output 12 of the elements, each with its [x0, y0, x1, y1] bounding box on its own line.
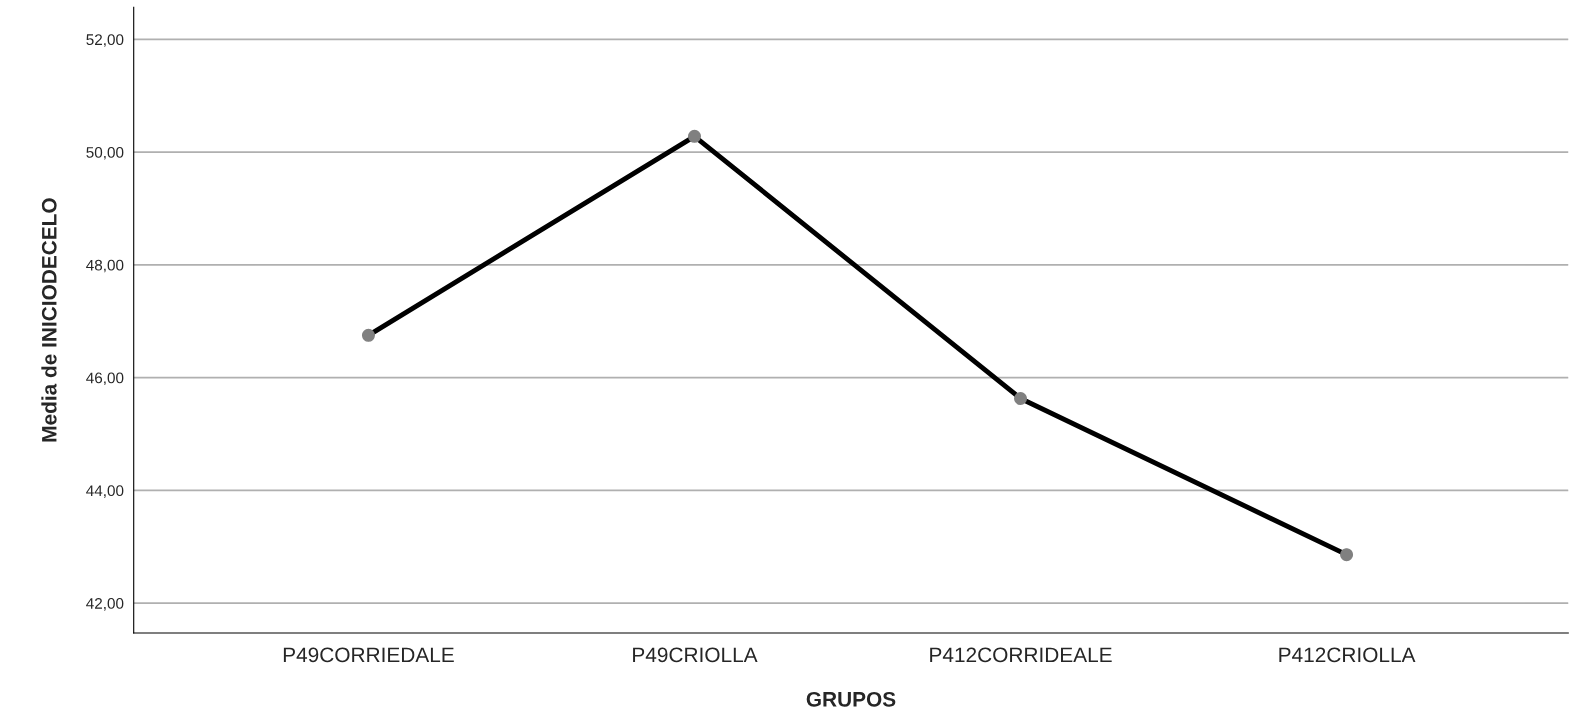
y-tick-label: 50,00	[86, 146, 124, 160]
y-tick-label: 44,00	[86, 485, 124, 498]
x-tick-label: P412CRIOLLA	[1279, 647, 1416, 663]
y-tick-label: 46,00	[86, 372, 124, 386]
x-tick-label: P49CRIOLLA	[633, 647, 758, 663]
x-tick-label: P412CORRIDEALE	[930, 647, 1112, 663]
y-axis-title: Media de INICIODECELO	[41, 198, 57, 442]
x-axis-title: GRUPOS	[806, 691, 896, 707]
x-tick-label: P49CORRIEDALE	[283, 647, 454, 663]
y-tick-label: 42,00	[86, 598, 124, 611]
y-tick-label: 52,00	[86, 34, 124, 47]
y-tick-label: 48,00	[86, 259, 124, 273]
